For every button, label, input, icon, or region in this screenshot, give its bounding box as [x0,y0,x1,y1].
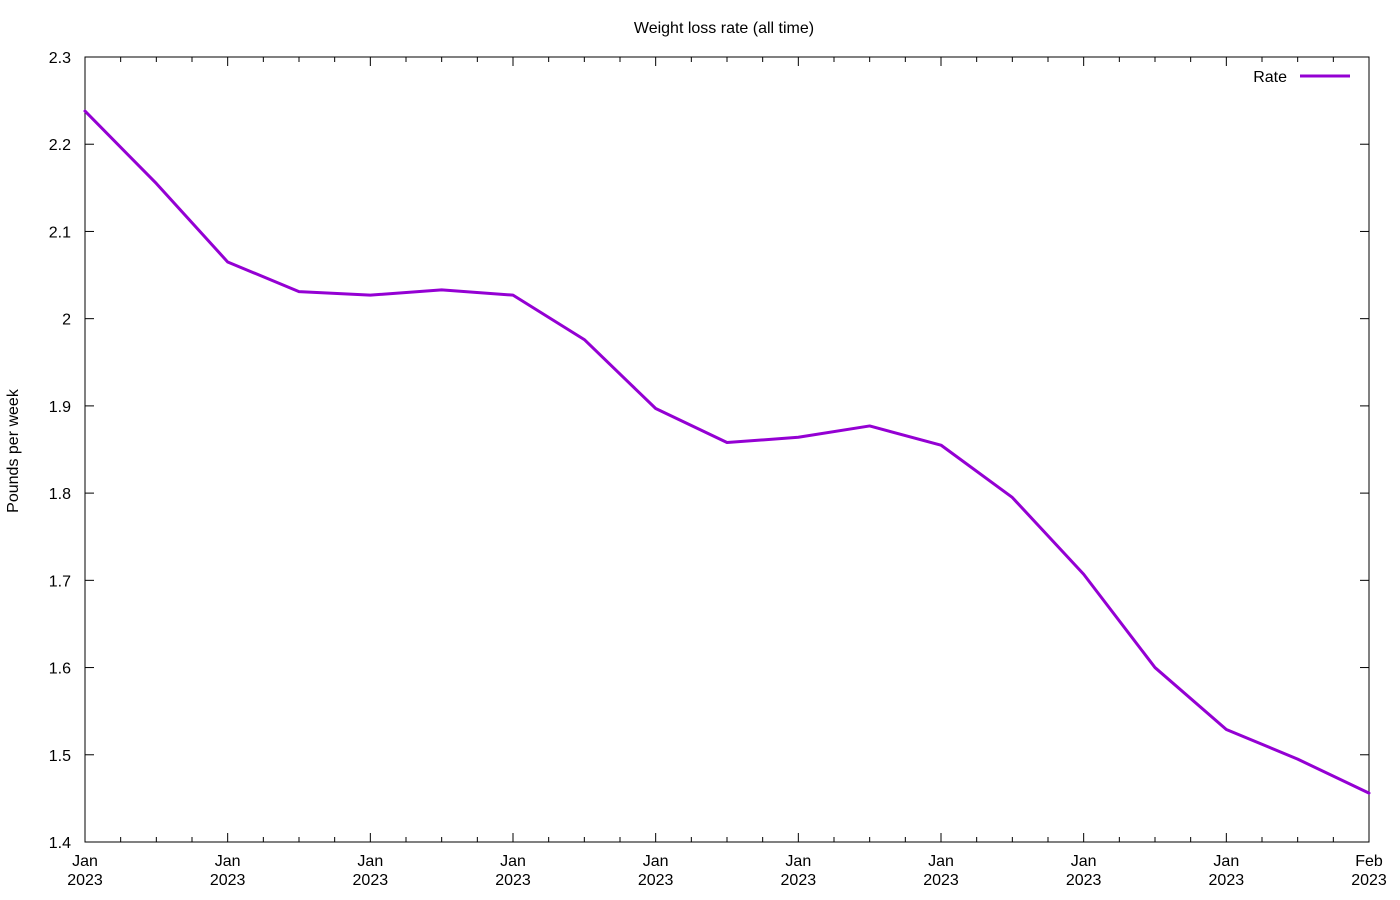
y-tick-label: 2.1 [49,224,71,241]
legend-label: Rate [1253,69,1287,86]
x-tick-label-year: 2023 [1209,872,1245,889]
x-tick-label-month: Jan [72,853,98,870]
y-tick-label: 1.9 [49,399,71,416]
series-line-rate [83,109,1371,795]
y-axis-label: Pounds per week [5,388,22,513]
y-tick-label: 1.6 [49,661,71,678]
series-layer [83,109,1371,795]
x-tick-label-month: Jan [643,853,669,870]
y-tick-label: 2.2 [49,137,71,154]
x-tick-label-year: 2023 [781,872,817,889]
x-tick-label-year: 2023 [67,872,103,889]
x-tick-label-month: Feb [1355,853,1383,870]
y-tick-label: 1.8 [49,486,71,503]
x-tick-label-year: 2023 [210,872,246,889]
x-tick-label-month: Jan [357,853,383,870]
x-tick-label-year: 2023 [353,872,389,889]
axes: 1.4 1.5 1.6 1.7 1.8 1.9 2 2.1 2.2 2.3 Jan 2023 Jan 20… [49,50,1387,889]
x-tick-label-month: Jan [215,853,241,870]
chart-title: Weight loss rate (all time) [634,20,814,37]
legend: Rate [1253,69,1350,86]
x-tick-label-month: Jan [500,853,526,870]
y-tick-label: 2.3 [49,50,71,67]
y-tick-label: 1.5 [49,748,71,765]
x-tick-label-month: Jan [785,853,811,870]
x-tick-label-year: 2023 [1351,872,1387,889]
x-tick-label-year: 2023 [638,872,674,889]
y-tick-label: 2 [62,312,71,329]
x-tick-label-year: 2023 [923,872,959,889]
x-tick-label-year: 2023 [1066,872,1102,889]
y-tick-label: 1.7 [49,573,71,590]
x-tick-label-month: Jan [1071,853,1097,870]
x-tick-label-year: 2023 [495,872,531,889]
plot-border [84,56,1370,843]
x-tick-label-month: Jan [928,853,954,870]
x-tick-label-month: Jan [1213,853,1239,870]
y-tick-label: 1.4 [49,835,71,852]
